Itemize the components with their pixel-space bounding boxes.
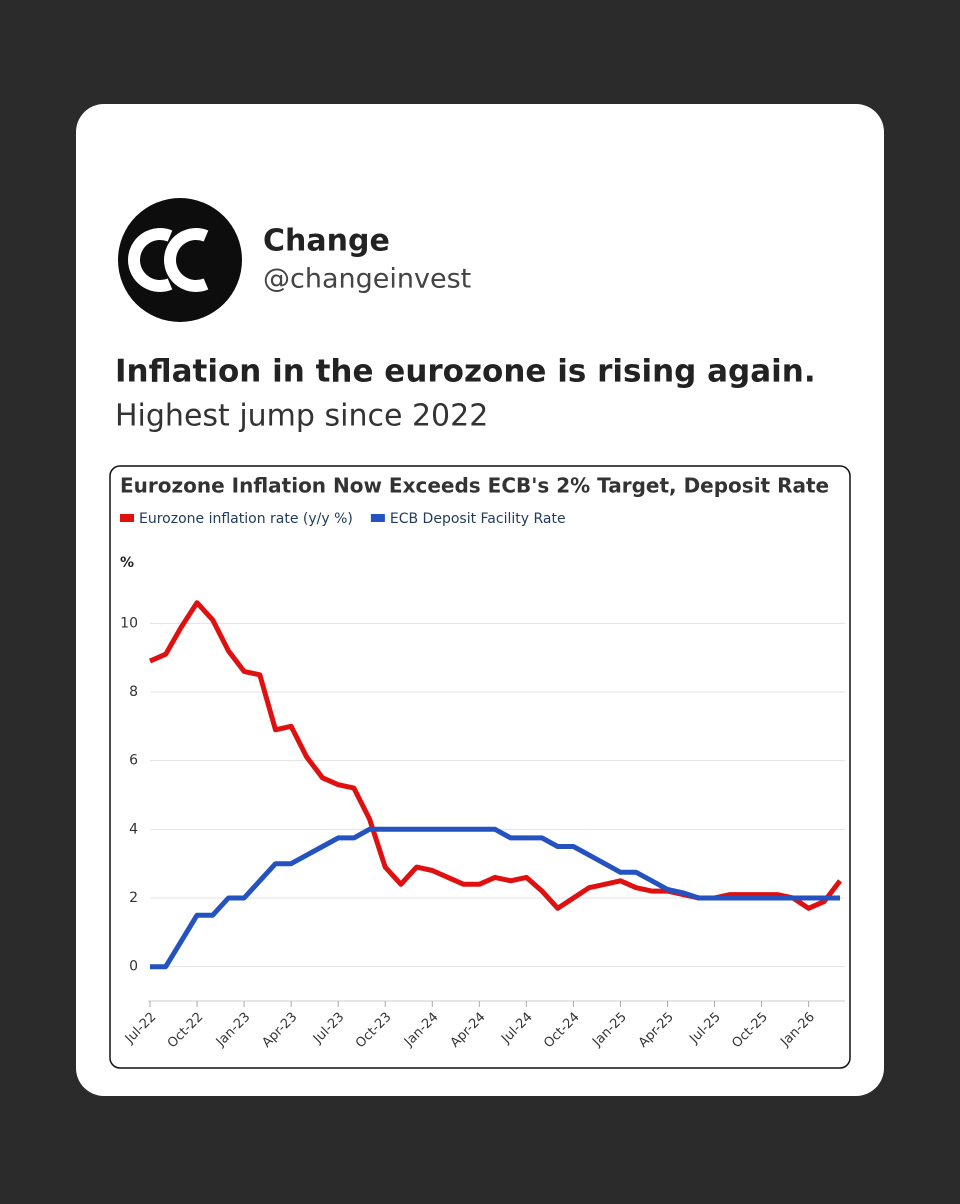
legend-label: ECB Deposit Facility Rate (390, 511, 566, 527)
subline: Highest jump since 2022 (115, 399, 488, 434)
logo (128, 228, 209, 292)
headline: Inflation in the eurozone is rising agai… (115, 354, 816, 390)
author-name: Change (263, 224, 390, 259)
chart-frame (109, 465, 851, 1069)
legend-label: Eurozone inflation rate (y/y %) (139, 511, 353, 527)
author-handle: @changeinvest (263, 264, 471, 295)
y-tick-label: 4 (129, 821, 138, 837)
avatar (118, 198, 242, 322)
legend-swatch (120, 514, 134, 522)
y-tick-label: 8 (129, 684, 138, 700)
series-line (150, 826, 840, 970)
y-tick-label: 0 (129, 959, 138, 975)
legend-swatch (370, 514, 385, 522)
y-axis-label: % (120, 555, 134, 571)
chart-title: Eurozone Inflation Now Exceeds ECB's 2% … (120, 474, 829, 498)
y-tick-label: 6 (129, 753, 138, 769)
y-tick-label: 2 (129, 890, 138, 906)
y-tick-label: 10 (120, 615, 138, 631)
